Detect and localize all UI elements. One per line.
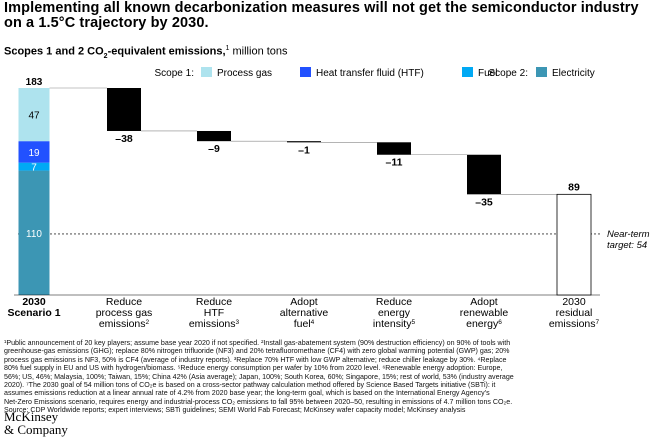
step-axis-label-line: intensity5 xyxy=(373,318,416,330)
step-bar xyxy=(287,141,321,143)
step-bar xyxy=(467,154,501,195)
step-footnote-sup: 4 xyxy=(311,319,315,326)
step-axis-label-line: Adopt xyxy=(290,296,318,308)
footnotes: ¹Public announcement of 20 key players; … xyxy=(4,339,656,415)
footnote-line: 56%; US, 46%; Malaysia, 100%; Taiwan, 15… xyxy=(4,372,514,381)
end-axis-label-line: emissions7 xyxy=(549,318,600,330)
step-value-label: –9 xyxy=(208,143,220,155)
step-bar xyxy=(377,142,411,155)
step-axis-label-line: process gas xyxy=(96,307,153,319)
legend-label: Electricity xyxy=(552,68,595,79)
footnote-line: 80% fuel supply in EU and US with hydrog… xyxy=(4,364,503,373)
logo-line-1: McKinsey xyxy=(4,409,59,424)
step-footnote-sup: 2 xyxy=(146,319,150,326)
subtitle-sup: 1 xyxy=(225,45,230,52)
legend-label: Process gas xyxy=(217,68,272,79)
start-axis-label-line-1: 2030 xyxy=(22,296,46,308)
legend-swatch xyxy=(536,67,547,77)
step-footnote-sup: 5 xyxy=(411,319,415,326)
footnote-line: Source: CDP Worldwide reports; expert in… xyxy=(4,406,466,415)
step-value-label: –1 xyxy=(298,144,310,156)
step-axis-label-line: Reduce xyxy=(106,296,142,308)
start-segment-bar xyxy=(18,141,50,163)
logo-line-2: & Company xyxy=(4,422,68,437)
step-axis-label-line: Adopt xyxy=(470,296,498,308)
legend-label: Heat transfer fluid (HTF) xyxy=(316,68,424,79)
step-footnote-sup: 6 xyxy=(498,319,502,326)
start-segment-bar xyxy=(18,162,50,171)
footnote-line: 2020). ⁷The 2030 goal of 54 million tons… xyxy=(4,381,496,390)
waterfall-chart: Scope 1: Scope 2: Process gas Heat transfer… xyxy=(7,67,650,330)
legend-scope1-label: Scope 1: xyxy=(155,68,194,79)
footnote-line: Net-Zero Emissions scenario, requires en… xyxy=(4,397,513,406)
subtitle-unit: million tons xyxy=(229,45,288,58)
target-label-line-2: target: 54 xyxy=(607,240,647,251)
legend-swatch xyxy=(300,67,311,77)
step-axis-label-line: alternative xyxy=(280,307,329,319)
mckinsey-logo: McKinsey & Company xyxy=(4,410,68,436)
subtitle-sub: 2 xyxy=(103,52,108,60)
start-segment-bar xyxy=(18,88,50,142)
step-axis-label-line: HTF xyxy=(204,307,224,319)
step-footnote-sup: 3 xyxy=(236,319,240,326)
step-axis-label-line: Reduce xyxy=(196,296,232,308)
end-axis-label-line: 2030 xyxy=(562,296,586,308)
step-axis-label-line: energy6 xyxy=(466,318,502,330)
step-value-label: –35 xyxy=(475,196,493,208)
legend-swatch xyxy=(201,67,212,77)
step-axis-label-line: emissions3 xyxy=(189,318,240,330)
footnote-line: ¹Public announcement of 20 key players; … xyxy=(4,339,511,347)
end-value-label: 89 xyxy=(568,181,580,193)
start-axis-label-line-2: Scenario 1 xyxy=(7,307,60,319)
end-bar xyxy=(556,193,592,296)
footnote-line: process gas emissions is NF3, 50% is CF4… xyxy=(4,355,507,364)
legend-swatch xyxy=(462,67,473,77)
chart-title: Implementing all known decarbonization m… xyxy=(4,0,639,31)
start-segment-htf-label: 19 xyxy=(28,148,40,159)
step-axis-label-line: renewable xyxy=(460,307,509,319)
start-segment-electricity-label: 110 xyxy=(26,229,42,240)
end-footnote-sup: 7 xyxy=(596,319,600,326)
step-value-label: –11 xyxy=(386,157,403,169)
footnote-line: greenhouse-gas emissions (GHG); replace … xyxy=(4,347,510,356)
step-value-label: –38 xyxy=(115,133,133,145)
start-segment-bar xyxy=(18,170,50,295)
footnote-line: assumes emissions reduction at a linear … xyxy=(4,389,490,398)
legend-label: Fuel xyxy=(478,68,497,79)
step-axis-label-line: Reduce xyxy=(376,296,412,308)
subtitle-bold: Scopes 1 and 2 CO xyxy=(4,45,104,58)
step-bar xyxy=(107,88,141,131)
subtitle-bold-end: -equivalent emissions, xyxy=(107,45,226,58)
step-axis-label-line: energy xyxy=(378,307,411,319)
chart-subtitle: Scopes 1 and 2 CO2-equivalent emissions,… xyxy=(4,42,288,63)
start-total-label: 183 xyxy=(26,77,43,88)
start-segment-process-gas-label: 47 xyxy=(28,111,40,122)
step-bar xyxy=(197,130,231,142)
step-axis-label-line: fuel4 xyxy=(294,318,315,330)
target-label-line-1: Near-term xyxy=(607,229,650,240)
step-axis-label-line: emissions2 xyxy=(99,318,150,330)
legend-scope2-label: Scope 2: xyxy=(489,68,528,79)
start-segment-fuel-label: 7 xyxy=(31,163,37,174)
end-axis-label-line: residual xyxy=(556,307,593,319)
